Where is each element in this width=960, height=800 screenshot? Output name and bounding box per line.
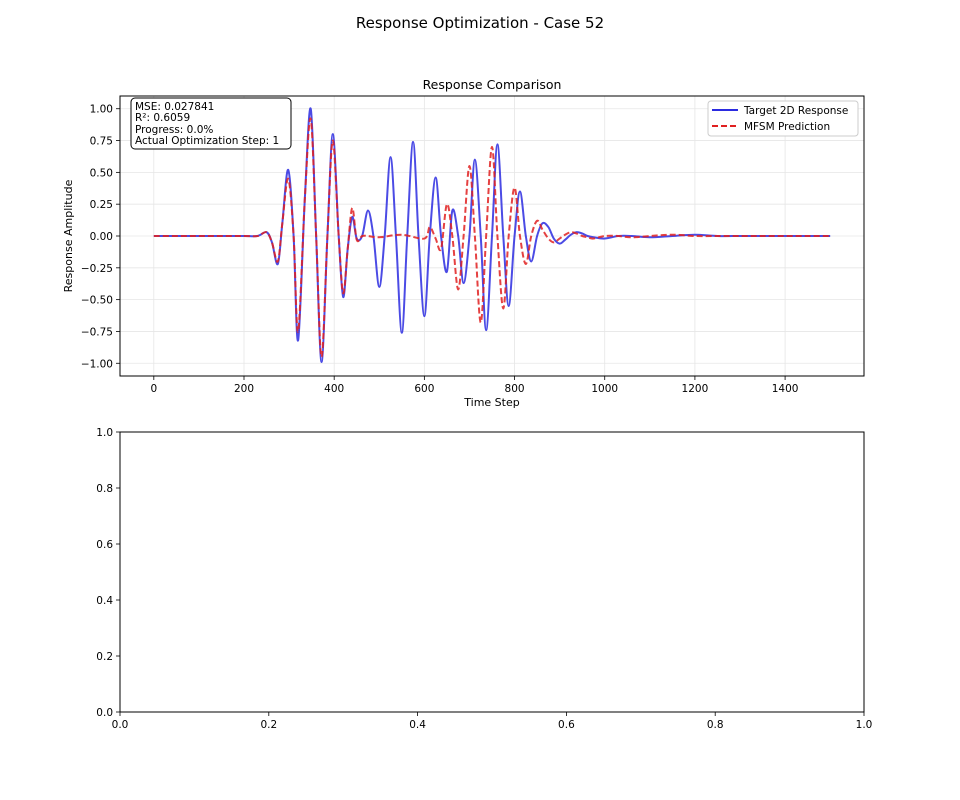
top-y-tick-label: 1.00 — [90, 104, 113, 116]
top-x-tick-label: 600 — [414, 383, 434, 395]
top-x-tick-label: 200 — [234, 383, 254, 395]
mse-text: MSE: 0.027841 — [135, 101, 214, 113]
legend-label-prediction: MFSM Prediction — [744, 121, 830, 133]
bottom-axes: 0.0 0.2 0.4 0.6 0.8 1.0 0.0 0.2 0.4 0.6 0.8 1.0 — [96, 427, 872, 731]
top-x-tick-label: 400 — [324, 383, 344, 395]
bottom-y-tick-label: 0.4 — [96, 595, 113, 607]
bottom-y-tick-label: 0.2 — [96, 651, 113, 663]
bottom-plot-area — [120, 432, 864, 712]
bottom-y-tick-label: 0.8 — [96, 483, 113, 495]
top-x-axis-label: Time Step — [463, 396, 519, 409]
legend-label-target: Target 2D Response — [743, 105, 848, 117]
bottom-x-tick-label: 1.0 — [856, 719, 873, 731]
figure-suptitle: Response Optimization - Case 52 — [356, 14, 604, 32]
bottom-x-ticks: 0.0 0.2 0.4 0.6 0.8 1.0 — [112, 712, 873, 731]
top-y-tick-label: −0.50 — [81, 295, 113, 307]
bottom-x-tick-label: 0.2 — [260, 719, 277, 731]
bottom-x-tick-label: 0.8 — [707, 719, 724, 731]
top-x-ticks: 0 200 400 600 800 1000 1200 1400 — [150, 376, 798, 395]
bottom-y-tick-label: 0.0 — [96, 707, 113, 719]
bottom-x-tick-label: 0.6 — [558, 719, 575, 731]
top-y-tick-label: −1.00 — [81, 358, 113, 370]
metrics-annotation-box: MSE: 0.027841 R²: 0.6059 Progress: 0.0% … — [130, 97, 292, 150]
top-x-tick-label: 0 — [150, 383, 157, 395]
bottom-x-tick-label: 0.4 — [409, 719, 426, 731]
top-x-tick-label: 1400 — [772, 383, 799, 395]
bottom-y-tick-label: 1.0 — [96, 427, 113, 439]
top-series-lines — [153, 107, 831, 364]
r2-text: R²: 0.6059 — [135, 112, 190, 124]
top-y-tick-label: 0.00 — [90, 231, 113, 243]
bottom-y-tick-label: 0.6 — [96, 539, 113, 551]
top-y-tick-label: 0.75 — [90, 136, 113, 148]
top-y-tick-label: 0.25 — [90, 199, 113, 211]
bottom-axes-frame — [119, 431, 865, 713]
bottom-x-tick-label: 0.0 — [112, 719, 129, 731]
top-x-tick-label: 1200 — [682, 383, 709, 395]
top-y-tick-label: 0.50 — [90, 167, 113, 179]
optimization-step-text: Actual Optimization Step: 1 — [135, 135, 279, 147]
top-x-tick-label: 800 — [505, 383, 525, 395]
top-x-tick-label: 1000 — [591, 383, 618, 395]
legend-frame — [707, 100, 859, 137]
top-legend: Target 2D Response MFSM Prediction — [707, 100, 859, 137]
top-y-tick-label: −0.75 — [81, 326, 113, 338]
top-axes-title: Response Comparison — [423, 77, 562, 92]
mfsm-prediction-line — [153, 117, 831, 358]
bottom-y-ticks: 0.0 0.2 0.4 0.6 0.8 1.0 — [96, 427, 120, 719]
top-axes: 0 200 400 600 800 1000 1200 1400 −1.00 −0.75 −0.5… — [62, 77, 865, 409]
top-y-axis-label: Response Amplitude — [62, 179, 75, 292]
top-y-tick-label: −0.25 — [81, 263, 113, 275]
top-y-ticks: −1.00 −0.75 −0.50 −0.25 0.00 0.25 0.50 0.75 1.00 — [81, 104, 120, 370]
progress-text: Progress: 0.0% — [135, 124, 213, 136]
